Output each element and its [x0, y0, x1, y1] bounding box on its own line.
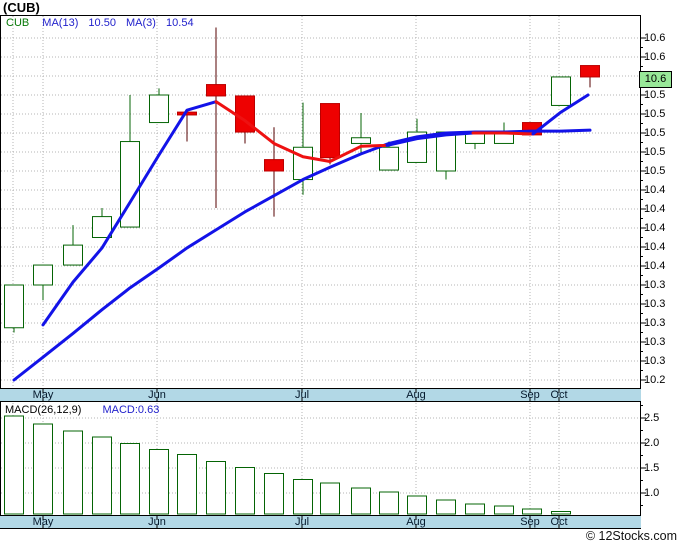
price-tick-label: 10.3 [644, 336, 666, 348]
price-tick-label: 10.5 [644, 108, 666, 120]
price-tick-label: 10.3 [644, 279, 666, 291]
macd-x-axis-strip [0, 515, 641, 529]
macd-params-label: MACD(26,12,9) [5, 404, 82, 416]
watermark-text: © 12Stocks.com [585, 529, 677, 543]
price-legend: CUB MA(13) 10.50 MA(3) 10.54 [6, 17, 201, 29]
price-tick-label: 10.5 [644, 127, 666, 139]
price-tick-label: 10.2 [644, 374, 666, 386]
macd-value-label: MACD:0.63 [102, 404, 160, 416]
macd-tick-label: 2.5 [644, 412, 660, 424]
price-tick-label: 10.3 [644, 355, 666, 367]
macd-tick-label: 2.0 [644, 437, 660, 449]
price-tick-label: 10.6 [644, 32, 666, 44]
macd-tick-label: 1.0 [644, 487, 660, 499]
price-tick-label: 10.3 [644, 298, 666, 310]
legend-symbol: CUB [6, 17, 30, 29]
price-tick-label: 10.5 [644, 165, 666, 177]
price-tick-label: 10.4 [644, 184, 666, 196]
price-tick-label: 10.6 [644, 51, 666, 63]
legend-ma3-label: MA(3) [126, 17, 156, 29]
legend-ma3-value: 10.54 [166, 17, 194, 29]
price-tick-label: 10.4 [644, 260, 666, 272]
last-price-badge: 10.6 [639, 71, 672, 88]
legend-ma13-value: 10.50 [88, 17, 116, 29]
legend-ma13-label: MA(13) [42, 17, 79, 29]
price-tick-label: 10.4 [644, 203, 666, 215]
price-tick-label: 10.4 [644, 222, 666, 234]
price-tick-label: 10.5 [644, 89, 666, 101]
price-tick-label: 10.3 [644, 317, 666, 329]
macd-legend: MACD(26,12,9) MACD:0.63 [5, 404, 159, 416]
price-x-axis-strip [0, 388, 641, 402]
price-tick-label: 10.5 [644, 146, 666, 158]
chart-frame [0, 15, 641, 529]
price-tick-label: 10.4 [644, 241, 666, 253]
page-title: (CUB) [3, 0, 40, 15]
macd-tick-label: 1.5 [644, 462, 660, 474]
